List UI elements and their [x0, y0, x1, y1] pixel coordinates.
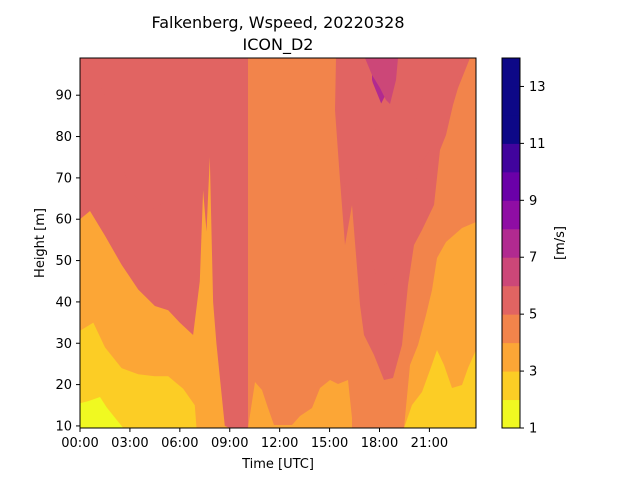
contour-band-3-4-right: [404, 350, 476, 428]
colorbar-tick-label: 3: [529, 365, 537, 380]
chart-title: Falkenberg, Wspeed, 20220328: [151, 13, 404, 32]
y-tick-label: 80: [55, 130, 72, 145]
y-tick-label: 30: [55, 337, 72, 352]
x-tick-label: 12:00: [261, 436, 298, 451]
contour-band-4-5-lower-middle: [248, 380, 352, 428]
x-tick-label: 00:00: [61, 436, 98, 451]
y-axis: 10 20 30 40 50 60 70 80 90: [55, 89, 80, 434]
contour-band-5-6-right: [248, 58, 476, 428]
y-tick-label: 20: [55, 378, 72, 393]
colorbar-band: [502, 114, 520, 144]
x-axis: 00:00 03:00 06:00 09:00 12:00 15:00 18:00 21:00: [61, 428, 448, 451]
y-tick-label: 90: [55, 89, 72, 104]
y-tick-label: 10: [55, 419, 72, 434]
plot-frame: [79, 57, 477, 429]
contour-band-6-7-top: [336, 58, 462, 285]
x-axis-label: Time [UTC]: [241, 457, 314, 472]
x-tick-label: 21:00: [411, 436, 448, 451]
y-tick-label: 70: [55, 171, 72, 186]
colorbar-band: [502, 86, 520, 116]
y-tick-label: 40: [55, 295, 72, 310]
contour-band-level-5: [80, 58, 200, 224]
colorbar-tick-label: 11: [529, 137, 546, 152]
colorbar-tick-label: 13: [529, 80, 546, 95]
colorbar-tick-label: 5: [529, 308, 537, 323]
contour-field-overlay: [248, 58, 476, 428]
y-tick-label: 60: [55, 213, 72, 228]
colorbar-tick-label: 9: [529, 194, 537, 209]
x-tick-label: 18:00: [361, 436, 398, 451]
contour-band-4-5-right: [404, 222, 476, 428]
colorbar-band: [502, 257, 520, 287]
x-tick-label: 03:00: [111, 436, 148, 451]
colorbar-frame: [501, 57, 521, 429]
contour-band-level-4: [80, 157, 230, 428]
colorbar-band: [502, 371, 520, 401]
y-axis-label: Height [m]: [33, 208, 48, 278]
colorbar-tick-label: 1: [529, 422, 537, 437]
colorbar-label: [m/s]: [553, 226, 568, 260]
colorbar-band: [502, 200, 520, 230]
contour-band-level-3: [80, 322, 197, 428]
contour-band-7-8-top: [365, 58, 398, 104]
colorbar-band: [502, 143, 520, 173]
colorbar-band: [502, 314, 520, 344]
colorbar-band: [502, 58, 520, 87]
contour-band-level-2: [80, 397, 124, 428]
chart-subtitle: ICON_D2: [243, 35, 314, 55]
colorbar-tick-label: 7: [529, 251, 537, 266]
x-tick-label: 06:00: [161, 436, 198, 451]
colorbar-band: [502, 228, 520, 258]
x-tick-label: 15:00: [311, 436, 348, 451]
colorbar-band: [502, 399, 520, 429]
y-tick-label: 50: [55, 254, 72, 269]
colorbar-band: [502, 171, 520, 201]
colorbar-band: [502, 342, 520, 372]
colorbar-band: [502, 285, 520, 315]
x-tick-label: 09:00: [211, 436, 248, 451]
